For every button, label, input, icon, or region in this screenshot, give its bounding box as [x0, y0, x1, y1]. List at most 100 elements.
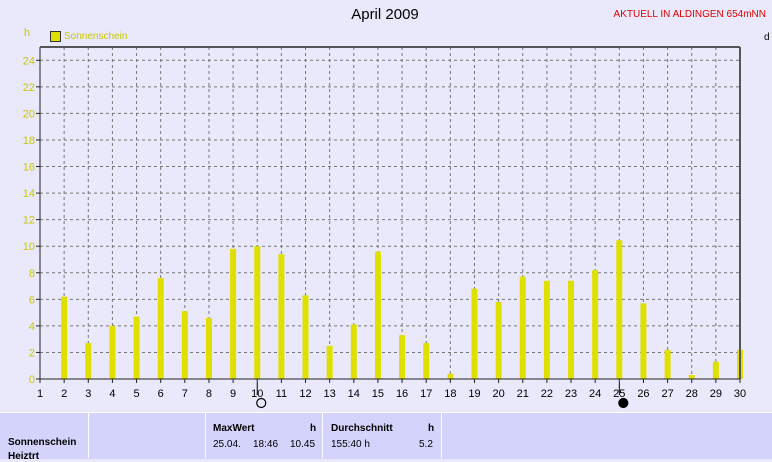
bar: [254, 246, 261, 379]
x-tick-label: 26: [637, 388, 649, 400]
bar: [326, 345, 333, 379]
y-tick-label: 8: [29, 268, 35, 280]
bar: [592, 270, 599, 379]
x-tick-label: 24: [589, 388, 601, 400]
max-cell: MaxWert h 25.04. 18:46 10.45: [205, 413, 322, 458]
avg-unit: h: [428, 423, 435, 434]
bar: [423, 343, 430, 379]
x-tick-label: 23: [565, 388, 577, 400]
x-tick-label: 20: [492, 388, 504, 400]
x-tick-label: 5: [133, 388, 139, 400]
legend-label: Sonnenschein: [64, 31, 128, 42]
bar: [350, 324, 357, 379]
y-tick-label: 6: [29, 294, 35, 306]
max-time: 18:46: [253, 439, 279, 450]
x-tick-label: 1: [37, 388, 43, 400]
plot-area: [40, 47, 740, 379]
x-tick-label: 18: [444, 388, 456, 400]
x-tick-label: 30: [734, 388, 746, 400]
legend: Sonnenschein: [50, 31, 127, 42]
avg-value: 5.2: [419, 439, 433, 450]
x-tick-label: 29: [710, 388, 722, 400]
x-tick-label: 2: [61, 388, 67, 400]
bar: [278, 254, 285, 379]
x-tick-label: 9: [230, 388, 236, 400]
y-tick-label: 22: [23, 82, 35, 94]
x-tick-label: 19: [468, 388, 480, 400]
avg-cell: Durchschnitt h 155:40 h 5.2: [322, 413, 441, 458]
bar: [399, 335, 406, 379]
bar: [61, 296, 68, 379]
x-tick-label: 3: [85, 388, 91, 400]
x-tick-label: 16: [396, 388, 408, 400]
x-tick-label: 8: [206, 388, 212, 400]
bar: [688, 375, 695, 379]
max-unit: h: [310, 423, 317, 434]
y-tick-label: 0: [29, 374, 35, 386]
row-label-cell: [0, 413, 87, 458]
bar: [640, 303, 647, 379]
bar: [568, 280, 575, 379]
empty-cell: [88, 413, 205, 458]
x-tick-label: 17: [420, 388, 432, 400]
y-tick-label: 4: [29, 321, 35, 333]
y-unit-label: h: [24, 27, 31, 39]
y-tick-label: 14: [23, 188, 35, 200]
y-tick-label: 10: [23, 241, 35, 253]
moon-markers: [256, 383, 629, 409]
y-tick-label: 18: [23, 135, 35, 147]
bar: [616, 240, 623, 379]
bar: [181, 311, 188, 379]
chart-title: April 2009: [351, 6, 419, 23]
bar: [519, 276, 526, 379]
y-tick-label: 2: [29, 347, 35, 359]
legend-swatch-icon: [50, 31, 61, 42]
x-tick-label: 21: [517, 388, 529, 400]
bar: [495, 301, 502, 379]
y-tick-label: 12: [23, 215, 35, 227]
bar: [664, 349, 671, 379]
x-tick-label: 12: [299, 388, 311, 400]
x-tick-label: 27: [661, 388, 673, 400]
y-unit-right-label: d: [764, 32, 770, 43]
x-tick-label: 11: [276, 388, 287, 400]
bar: [205, 317, 212, 379]
bar: [85, 343, 92, 379]
bar: [109, 325, 116, 379]
full-moon-icon: [256, 397, 267, 409]
y-tick-label: 16: [23, 162, 35, 174]
x-tick-label: 6: [158, 388, 164, 400]
max-date: 25.04.: [213, 439, 241, 450]
row-label: Sonnenschein: [8, 437, 77, 448]
new-moon-icon: [618, 397, 629, 409]
bar: [302, 295, 309, 379]
bar: [471, 288, 478, 379]
x-axis-ticks: 1 2 3 4 5 6 7 8 9 10 11 12 13 14 15 16 17 18 19 20 21 22 23 24 2…: [37, 379, 746, 400]
bar: [712, 361, 719, 379]
bar: [374, 251, 381, 379]
x-tick-label: 14: [348, 388, 360, 400]
max-header: MaxWert: [213, 423, 255, 434]
avg-total: 155:40 h: [331, 439, 370, 450]
x-tick-label: 28: [686, 388, 698, 400]
y-tick-label: 24: [23, 55, 35, 67]
bar: [133, 316, 140, 379]
avg-header: Durchschnitt: [331, 423, 393, 434]
bar: [157, 278, 164, 379]
bar: [543, 280, 550, 379]
x-tick-label: 7: [182, 388, 188, 400]
empty-cell-right: [441, 413, 772, 458]
location-label: AKTUELL IN ALDINGEN 654mNN: [613, 9, 766, 20]
y-tick-label: 20: [23, 108, 35, 120]
x-tick-label: 4: [109, 388, 115, 400]
x-tick-label: 22: [541, 388, 553, 400]
row-label-2: Heiztrt: [8, 451, 40, 462]
x-tick-label: 13: [324, 388, 336, 400]
bar: [230, 248, 237, 379]
bar-series: [61, 240, 743, 379]
x-tick-label: 15: [372, 388, 384, 400]
max-value: 10.45: [290, 439, 316, 450]
bar: [447, 373, 454, 379]
